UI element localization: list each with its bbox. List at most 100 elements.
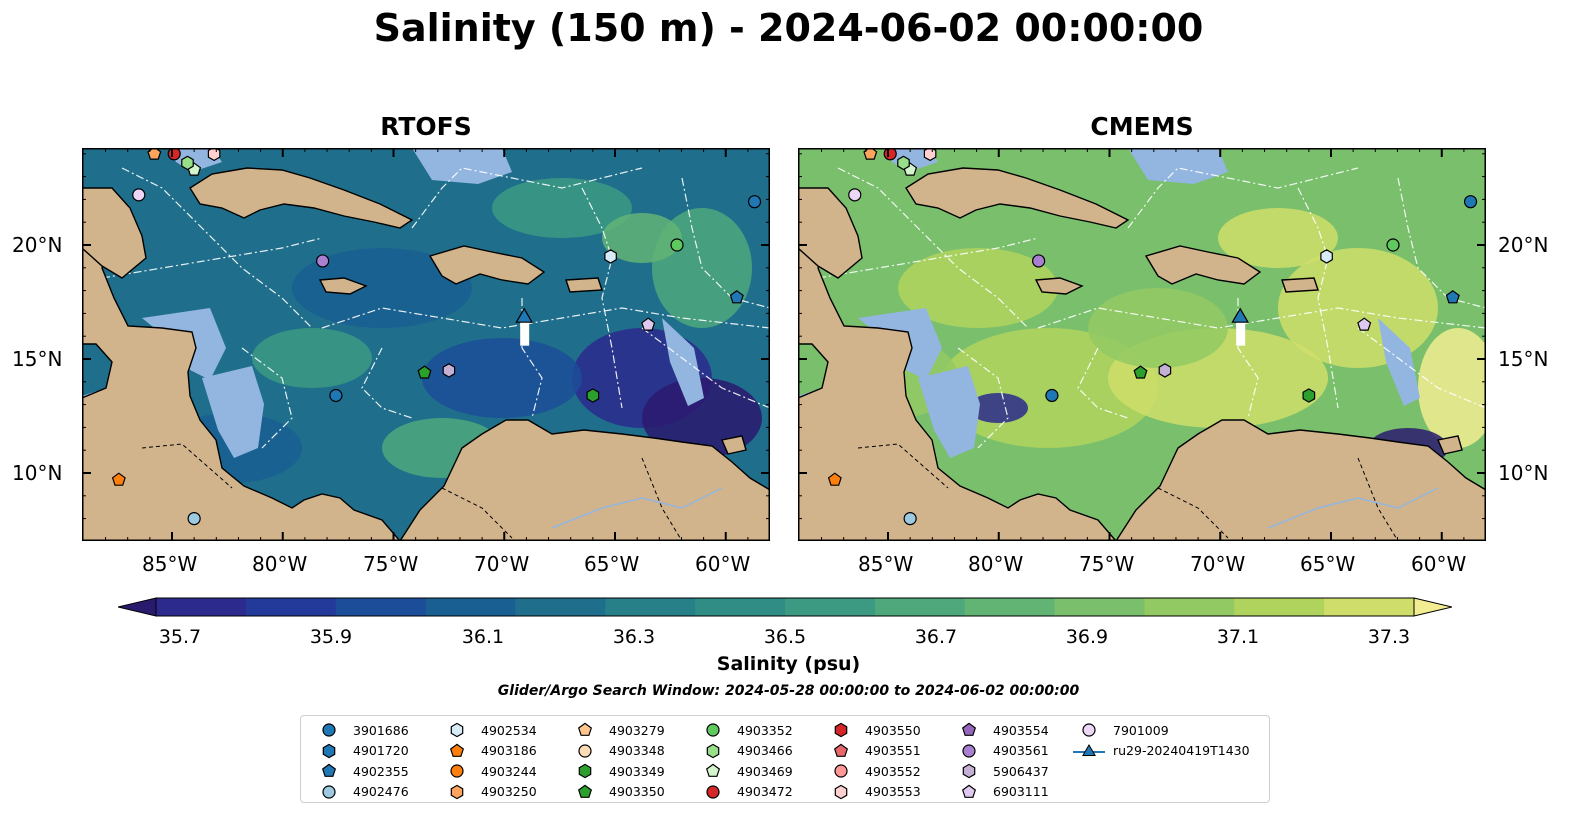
legend-symbol xyxy=(962,763,976,779)
legend-label: 4902476 xyxy=(353,784,409,799)
legend-symbol xyxy=(961,722,977,736)
colorbar-frame xyxy=(155,597,1415,617)
legend-item: 5906437 xyxy=(951,761,1049,781)
legend-label: 4903244 xyxy=(481,763,537,779)
panel-title-cmems: CMEMS xyxy=(1090,112,1194,141)
salinity-patch xyxy=(1088,288,1228,368)
legend-symbol xyxy=(449,743,465,757)
eez-boundary xyxy=(1297,187,1339,409)
figure-title: Salinity (150 m) - 2024-06-02 00:00:00 xyxy=(373,6,1204,50)
salinity-patch xyxy=(898,248,1058,328)
legend-label: 4903250 xyxy=(481,784,537,799)
colorbar-tick-37-3: 37.3 xyxy=(1367,626,1411,648)
eez-boundary xyxy=(241,347,293,449)
float-marker xyxy=(207,148,221,162)
float-marker xyxy=(167,148,181,161)
float-marker xyxy=(316,254,330,268)
hexagon-marker-icon xyxy=(450,722,464,738)
salinity-patch xyxy=(422,338,582,418)
eez-boundary xyxy=(1357,327,1486,409)
hexagon-marker-icon xyxy=(578,763,592,779)
float-marker xyxy=(1357,317,1372,331)
land-yucatan xyxy=(82,187,147,279)
float-marker xyxy=(1386,238,1400,252)
map-panel-rtofs xyxy=(82,148,770,541)
x-tick-label-cmems-85: 85°W xyxy=(858,552,914,576)
legend-item: 4903349 xyxy=(567,761,665,781)
glider-track xyxy=(1236,319,1246,346)
circle-marker-icon xyxy=(962,743,976,758)
hexagon-marker-icon xyxy=(834,722,848,738)
colorbar-segment xyxy=(874,598,966,616)
river xyxy=(1267,487,1439,529)
circle-marker-icon xyxy=(706,784,720,799)
float-marker xyxy=(417,365,432,379)
eez-boundary xyxy=(817,237,1039,279)
float-marker xyxy=(1158,363,1172,378)
colorbar-extend-low xyxy=(117,597,157,617)
legend-label: 4903352 xyxy=(737,722,793,738)
eez-boundary xyxy=(521,298,543,419)
legend-label: 4901720 xyxy=(353,743,409,758)
y-tick-label-right-15: 15°N xyxy=(1498,347,1549,371)
legend-symbol xyxy=(706,784,720,799)
legend-item: 4903469 xyxy=(695,761,793,781)
salinity-patch xyxy=(252,328,372,388)
eez-boundary xyxy=(641,327,770,409)
land-puertorico xyxy=(1281,277,1319,293)
legend-item: 4903551 xyxy=(823,741,921,761)
shelf-bahamas xyxy=(412,148,512,184)
float-marker xyxy=(897,155,910,171)
land-trinidad xyxy=(721,435,747,455)
legend-item: 4903553 xyxy=(823,782,921,802)
float-marker xyxy=(747,195,762,209)
circle-marker-icon xyxy=(578,743,592,758)
circle-marker-icon xyxy=(450,764,464,778)
eez-boundary xyxy=(1037,307,1486,329)
legend-symbol xyxy=(706,743,720,758)
legend-item: 4903552 xyxy=(823,761,921,781)
circle-marker-icon xyxy=(706,723,720,737)
legend-item: 4903352 xyxy=(695,720,793,740)
hexagon-marker-icon xyxy=(322,743,336,758)
land-puertorico xyxy=(565,277,603,293)
legend-symbol xyxy=(450,722,464,738)
colorbar-segment xyxy=(964,598,1056,616)
land-centralAm xyxy=(798,227,1117,541)
salinity-patch xyxy=(492,178,632,238)
legend-symbol xyxy=(577,722,593,736)
legend-symbol xyxy=(834,784,848,799)
legend-label: 7901009 xyxy=(1113,722,1169,738)
legend-symbol xyxy=(322,743,336,758)
legend-item: 4903186 xyxy=(439,741,537,761)
colorbar-segment xyxy=(1054,598,1145,616)
legend-item: 4902355 xyxy=(311,761,409,781)
legend-item: 4902476 xyxy=(311,782,409,802)
colorbar-segment xyxy=(1324,598,1415,616)
x-tick-label-rtofs-70: 70°W xyxy=(474,552,530,576)
country-border xyxy=(141,443,683,541)
float-marker xyxy=(604,249,617,264)
float-marker xyxy=(1445,290,1460,304)
land-yucatan xyxy=(798,187,863,279)
pentagon-marker-icon xyxy=(961,722,977,736)
river xyxy=(551,487,723,529)
float-marker xyxy=(586,388,600,403)
float-marker xyxy=(1302,388,1316,403)
float-marker xyxy=(670,238,684,252)
glider-ru29-marker xyxy=(515,307,534,323)
float-marker xyxy=(187,512,201,526)
legend-label: 4902355 xyxy=(353,763,409,779)
legend-label: 4903561 xyxy=(993,743,1049,758)
map-frame xyxy=(82,148,770,541)
x-tick-label-cmems-70: 70°W xyxy=(1190,552,1246,576)
colorbar-segment xyxy=(335,598,427,616)
float-marker xyxy=(1463,195,1478,209)
map-frame xyxy=(798,148,1486,541)
legend-symbol xyxy=(834,722,848,738)
legend-item: 7901009 xyxy=(1071,720,1169,740)
eez-boundary xyxy=(1127,167,1359,229)
legend-label: 6903111 xyxy=(993,784,1049,799)
pentagon-marker-icon xyxy=(705,763,721,777)
eez-boundary xyxy=(1397,177,1486,309)
